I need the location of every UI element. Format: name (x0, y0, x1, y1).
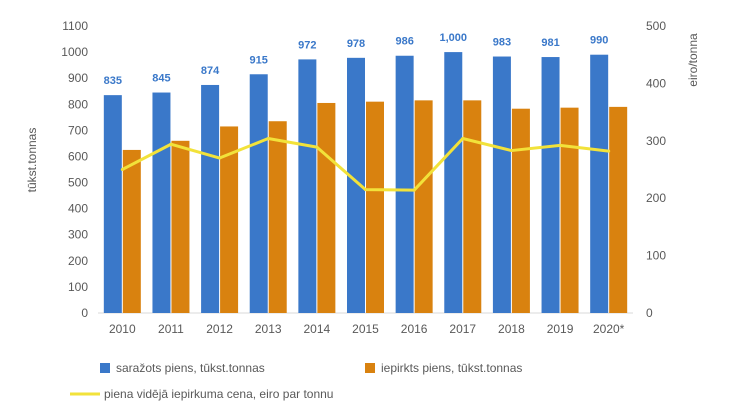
y-axis-right: 0 100 200 300 400 500 (646, 19, 666, 320)
x-tick-label: 2011 (158, 322, 184, 336)
legend-item-purchased: iepirkts piens, tūkst.tonnas (365, 361, 522, 375)
x-tick-label: 2020* (593, 322, 625, 336)
y-right-tick-label: 100 (646, 249, 666, 263)
price-point (461, 137, 465, 141)
legend-swatch-produced (100, 363, 110, 373)
x-tick-label: 2016 (401, 322, 428, 336)
x-tick-label: 2019 (547, 322, 574, 336)
data-label-produced: 972 (298, 39, 316, 51)
legend-label-purchased: iepirkts piens, tūkst.tonnas (381, 361, 522, 375)
y-right-tick-label: 0 (646, 306, 653, 320)
legend-swatch-purchased (365, 363, 375, 373)
price-point (315, 145, 319, 149)
bar-purchased (122, 149, 141, 313)
x-tick-label: 2017 (449, 322, 476, 336)
bar-produced (298, 59, 317, 313)
legend: saražots piens, tūkst.tonnas iepirkts pi… (70, 361, 522, 401)
y-right-tick-label: 500 (646, 19, 666, 33)
x-tick-label: 2010 (109, 322, 136, 336)
bar-produced (249, 74, 268, 313)
bar-purchased (463, 100, 482, 313)
y-left-tick-label: 900 (68, 71, 88, 85)
data-label-produced: 845 (152, 73, 170, 85)
y-axis-left-title: tūkst.tonnas (25, 128, 39, 193)
legend-label-price: piena vidējā iepirkuma cena, eiro par to… (104, 387, 333, 401)
y-left-tick-label: 0 (81, 306, 88, 320)
y-left-tick-label: 700 (68, 123, 88, 137)
price-point (607, 149, 611, 153)
legend-item-produced: saražots piens, tūkst.tonnas (100, 361, 265, 375)
bar-purchased (609, 106, 628, 313)
y-left-tick-label: 500 (68, 176, 88, 190)
data-label-produced: 986 (395, 36, 413, 48)
x-tick-label: 2013 (255, 322, 282, 336)
y-left-tick-label: 200 (68, 254, 88, 268)
price-point (558, 143, 562, 147)
y-left-tick-label: 300 (68, 228, 88, 242)
y-axis-right-title: eiro/tonna (686, 33, 700, 87)
y-left-tick-label: 400 (68, 202, 88, 216)
data-label-produced: 990 (590, 35, 608, 47)
price-point (169, 142, 173, 146)
bar-produced (492, 56, 511, 313)
legend-label-produced: saražots piens, tūkst.tonnas (116, 361, 265, 375)
y-right-tick-label: 300 (646, 134, 666, 148)
data-labels-layer: 835 845 874 915 972 978 986 1,000 983 981 990 (104, 32, 609, 87)
price-point (120, 168, 124, 171)
data-label-produced: 915 (250, 54, 268, 66)
data-label-produced: 981 (541, 37, 559, 49)
bar-produced (541, 57, 560, 313)
y-left-tick-label: 1100 (62, 19, 88, 33)
price-point (364, 188, 367, 192)
y-right-tick-label: 400 (646, 76, 666, 90)
data-label-produced: 1,000 (440, 32, 468, 44)
y-left-tick-label: 100 (68, 280, 88, 294)
price-point (509, 149, 513, 153)
bar-produced (347, 57, 365, 314)
data-label-produced: 983 (493, 37, 511, 49)
x-tick-label: 2018 (498, 322, 525, 336)
bar-produced (103, 95, 122, 314)
bar-purchased (171, 140, 190, 313)
price-point (266, 137, 270, 141)
bar-purchased (511, 108, 530, 313)
bar-purchased (268, 121, 287, 314)
bar-purchased (560, 107, 579, 313)
bar-produced (590, 54, 609, 313)
bar-purchased (317, 102, 336, 313)
bar-produced (444, 52, 463, 313)
x-tick-label: 2015 (352, 322, 379, 336)
price-point (412, 188, 416, 192)
y-left-tick-label: 1000 (61, 45, 88, 59)
price-point (218, 156, 222, 160)
bar-produced (201, 84, 220, 313)
legend-item-price: piena vidējā iepirkuma cena, eiro par to… (70, 387, 333, 401)
bars-layer (103, 52, 628, 314)
bar-produced (395, 55, 414, 313)
y-right-tick-label: 200 (646, 191, 666, 205)
x-axis: 2010 2011 2012 2013 2014 2015 2016 2017 2018 2019… (109, 322, 625, 336)
bar-purchased (220, 126, 239, 313)
x-tick-label: 2012 (206, 322, 233, 336)
bar-produced (152, 92, 171, 313)
price-line (121, 137, 609, 192)
y-axis-left: 0 100 200 300 400 500 600 700 800 900 1000 1100 (61, 19, 88, 320)
data-label-produced: 978 (347, 38, 365, 50)
data-label-produced: 835 (104, 75, 122, 87)
data-label-produced: 874 (201, 65, 220, 77)
bar-purchased (414, 100, 433, 313)
y-left-tick-label: 600 (68, 149, 88, 163)
x-tick-label: 2014 (304, 322, 331, 336)
bar-purchased (366, 101, 384, 313)
y-left-tick-label: 800 (68, 97, 88, 111)
price-line-layer (120, 137, 611, 192)
